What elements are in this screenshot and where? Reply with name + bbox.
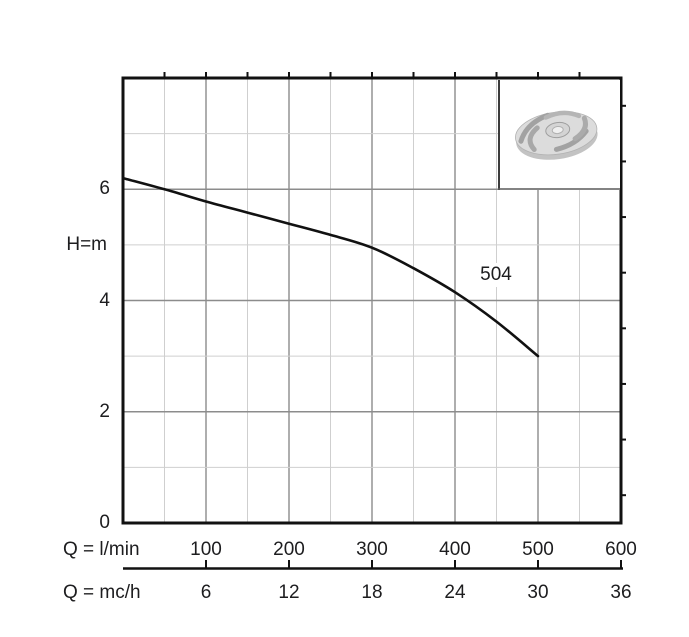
curve-label: 504 (473, 263, 519, 287)
impeller-image (498, 80, 620, 190)
impeller-art (515, 110, 598, 160)
